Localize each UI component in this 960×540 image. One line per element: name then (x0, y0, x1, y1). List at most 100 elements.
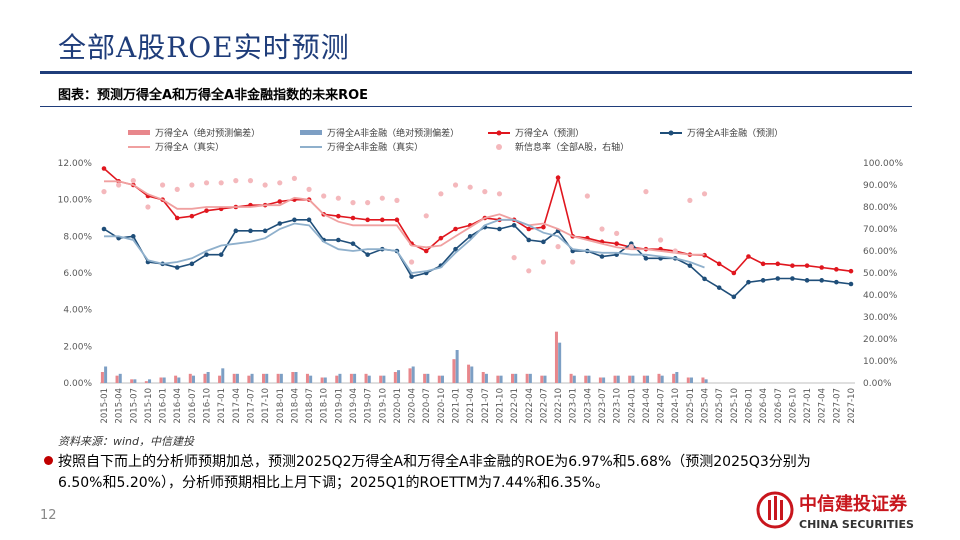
line-marker (189, 261, 195, 267)
bar (338, 373, 342, 383)
line-marker (775, 261, 781, 267)
scatter-point (526, 268, 532, 274)
scatter-point (262, 182, 268, 188)
bar (159, 377, 163, 383)
bar (232, 373, 236, 383)
bar (349, 373, 353, 383)
bar (675, 372, 679, 383)
x-tick-label: 2018-10 (320, 388, 330, 424)
line-marker (365, 252, 370, 257)
y-tick-label: 0.00% (63, 379, 92, 389)
scatter-point (584, 193, 590, 199)
bar (426, 373, 430, 383)
x-tick-label: 2015-10 (144, 388, 154, 424)
line-marker (555, 175, 561, 180)
line-marker (306, 217, 312, 223)
line-marker (746, 279, 751, 285)
scatter-point (672, 248, 678, 254)
scatter-point (335, 195, 341, 201)
x-tick-label: 2025-04 (701, 388, 711, 424)
bar (148, 379, 152, 383)
line-marker (702, 276, 707, 282)
x-tick-label: 2022-04 (525, 388, 535, 424)
bar (320, 377, 324, 383)
scatter-point (203, 180, 210, 186)
line-marker (819, 278, 825, 283)
y2-tick-label: 30.00% (863, 313, 898, 323)
x-tick-label: 2018-01 (276, 388, 286, 424)
bar (598, 377, 602, 383)
scatter-point (467, 184, 473, 190)
bar (294, 372, 298, 383)
x-tick-label: 2015-07 (129, 388, 139, 424)
bar (115, 375, 119, 383)
line-marker (526, 237, 532, 243)
line-marker (174, 215, 180, 221)
line-marker (834, 267, 839, 272)
scatter-point (408, 259, 415, 265)
scatter-point (657, 237, 664, 243)
legend-swatch (496, 130, 502, 136)
legend-label: 万得全A（绝对预测偏差） (155, 127, 260, 139)
y-tick-label: 6.00% (63, 269, 92, 279)
scatter-point (233, 178, 239, 184)
scatter-point (365, 200, 371, 206)
y2-tick-label: 10.00% (863, 357, 898, 367)
bar (133, 379, 137, 383)
bar (162, 377, 166, 383)
bar (657, 373, 661, 383)
y-tick-label: 4.00% (63, 306, 92, 316)
x-tick-label: 2021-10 (495, 388, 505, 424)
bar (104, 366, 108, 383)
bar (262, 373, 266, 383)
page-number: 12 (40, 508, 57, 523)
x-tick-label: 2022-01 (510, 388, 520, 424)
bar (411, 366, 415, 383)
bar (191, 375, 195, 383)
logo-en: CHINA SECURITIES (799, 518, 914, 531)
x-tick-label: 2026-07 (774, 388, 784, 424)
scatter-point (482, 189, 488, 195)
x-tick-label: 2024-04 (642, 388, 652, 424)
y2-tick-label: 80.00% (863, 203, 898, 213)
y2-tick-label: 40.00% (863, 291, 898, 301)
x-tick-label: 2025-01 (686, 388, 696, 424)
x-tick-label: 2016-10 (203, 388, 213, 424)
bar (514, 373, 518, 383)
scatter-point (570, 259, 576, 265)
line-marker (848, 268, 854, 274)
bar (309, 375, 313, 383)
line-marker (716, 261, 722, 267)
x-tick-label: 2018-07 (305, 388, 315, 424)
bar (206, 372, 210, 383)
line-marker (467, 234, 473, 239)
line-marker (453, 226, 458, 232)
line-marker (438, 235, 444, 241)
line-marker (790, 263, 795, 268)
bar (379, 375, 383, 383)
line-marker (130, 234, 136, 239)
scatter-point (379, 195, 385, 201)
x-tick-label: 2019-10 (378, 388, 388, 424)
y-tick-label: 2.00% (63, 342, 92, 352)
bar (265, 373, 269, 383)
x-tick-label: 2017-04 (232, 388, 242, 424)
line-marker (423, 248, 429, 254)
bar (235, 373, 239, 383)
x-tick-label: 2025-07 (715, 388, 725, 424)
scatter-point (145, 204, 151, 210)
scatter-point (321, 193, 327, 199)
bar (572, 375, 576, 383)
legend-swatch (668, 130, 674, 136)
line-marker (101, 226, 107, 232)
caption-rule (40, 106, 912, 107)
line-marker (350, 241, 356, 246)
scatter-point (628, 244, 634, 250)
legend-swatch (496, 144, 502, 150)
x-tick-label: 2027-01 (803, 388, 813, 424)
x-tick-label: 2020-04 (408, 388, 418, 424)
x-tick-label: 2019-01 (334, 388, 344, 424)
scatter-point (277, 180, 283, 186)
bar (455, 350, 459, 383)
line-marker (365, 217, 370, 223)
